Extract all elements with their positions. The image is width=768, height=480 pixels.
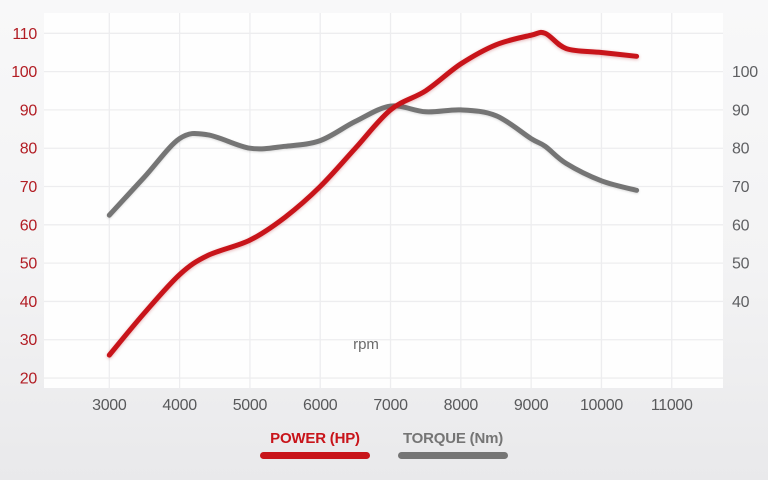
- x-axis-tick-label: 11000: [651, 397, 693, 414]
- x-axis-tick-label: 3000: [92, 397, 127, 414]
- x-axis-tick-label: 4000: [162, 397, 197, 414]
- y-axis-left-tick-label: 90: [20, 102, 38, 119]
- y-axis-left-tick-label: 30: [20, 332, 38, 349]
- y-axis-left-tick-label: 110: [12, 26, 37, 43]
- legend-label-torque: TORQUE (Nm): [402, 430, 504, 447]
- power-curve: [106, 29, 640, 358]
- x-axis-tick-label: 9000: [514, 397, 549, 414]
- x-axis-title: rpm: [353, 336, 379, 353]
- y-axis-left-tick-label: 60: [20, 217, 38, 234]
- y-axis-right-tick-label: 90: [732, 102, 750, 119]
- grid: [44, 13, 723, 388]
- y-axis-left-tick-label: 20: [20, 371, 38, 388]
- y-axis-right-tick-label: 40: [732, 294, 750, 311]
- y-axis-left-tick-label: 40: [20, 294, 38, 311]
- curves: [106, 29, 640, 358]
- plot-area: [44, 13, 723, 388]
- y-axis-right-tick-label: 60: [732, 217, 750, 234]
- y-axis-left-tick-label: 50: [20, 256, 38, 273]
- y-axis-right-tick-label: 70: [732, 179, 750, 196]
- x-axis-tick-label: 6000: [303, 397, 338, 414]
- y-axis-right-tick-label: 80: [732, 141, 750, 158]
- x-axis-tick-label: 8000: [444, 397, 479, 414]
- x-axis-tick-label: 7000: [373, 397, 408, 414]
- legend-label-power: POWER (HP): [270, 430, 360, 447]
- x-axis-tick-label: 5000: [233, 397, 268, 414]
- y-axis-left-tick-label: 70: [20, 179, 38, 196]
- y-axis-left-tick-label: 80: [20, 141, 38, 158]
- y-axis-right-tick-label: 50: [732, 256, 750, 273]
- axis-ticks: 110 100 90 80 70 60 50 40 30 20 100 90 80 70 60 50 40 300…: [11, 26, 758, 414]
- legend-swatch-torque: [398, 452, 508, 459]
- y-axis-right-tick-label: 100: [732, 64, 758, 81]
- legend-swatch-power: [260, 452, 370, 459]
- legend-item-torque[interactable]: TORQUE (Nm): [398, 430, 508, 459]
- torque-curve: [106, 103, 640, 218]
- legend-item-power[interactable]: POWER (HP): [260, 430, 370, 459]
- x-axis-tick-label: 10000: [580, 397, 623, 414]
- chart-legend: POWER (HP) TORQUE (Nm): [0, 430, 768, 459]
- plot-background: [44, 13, 723, 388]
- y-axis-left-tick-label: 100: [11, 64, 37, 81]
